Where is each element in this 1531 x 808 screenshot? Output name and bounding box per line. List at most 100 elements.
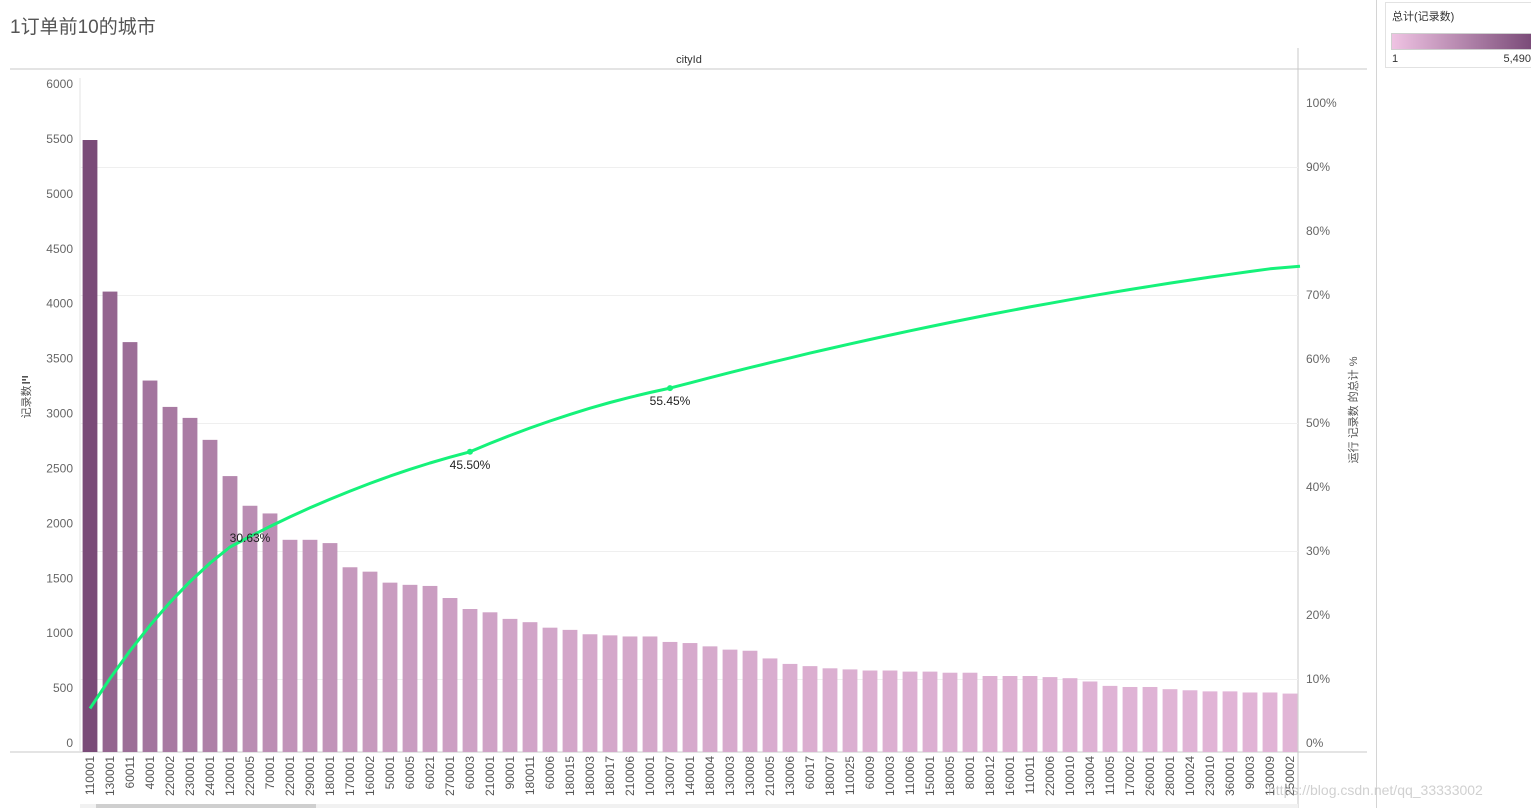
bar-110005[interactable] [1102, 685, 1118, 752]
bar-100010[interactable] [1062, 678, 1078, 752]
x-tick-label: 230001 [183, 756, 197, 796]
column-header-cityid: cityId [676, 54, 702, 66]
bar-60006[interactable] [542, 627, 558, 752]
x-tick-label: 100010 [1063, 756, 1077, 796]
x-tick-label: 180017 [603, 756, 617, 796]
bar-220002[interactable] [162, 406, 178, 752]
x-tick-label: 230010 [1203, 756, 1217, 796]
x-tick-label: 80001 [963, 756, 977, 790]
x-tick-label: 160002 [363, 756, 377, 796]
bar-60021[interactable] [422, 585, 438, 752]
bar-230010[interactable] [1202, 691, 1218, 752]
running-total-marker[interactable] [467, 448, 473, 455]
bar-40001[interactable] [142, 380, 158, 752]
bar-90003[interactable] [1242, 692, 1258, 752]
bar-180003[interactable] [582, 634, 598, 752]
x-tick-label: 220006 [1043, 756, 1057, 796]
bar-130009[interactable] [1262, 692, 1278, 752]
legend-max-label: 5,490 [1503, 53, 1531, 65]
bar-250002[interactable] [1282, 693, 1298, 752]
bar-180007[interactable] [822, 668, 838, 752]
x-tick-label: 210001 [483, 756, 497, 796]
bar-210001[interactable] [482, 612, 498, 752]
running-total-line[interactable] [88, 264, 1301, 710]
bar-140001[interactable] [682, 643, 698, 752]
bar-60009[interactable] [862, 670, 878, 752]
legend-panel: 总计(记录数) 1 5,490 [1376, 0, 1531, 808]
y2-tick-label: 0% [1306, 736, 1324, 750]
bar-210005[interactable] [762, 658, 778, 752]
bar-180011[interactable] [522, 622, 538, 752]
y-axis-left: 0 500 1000 1500 2000 2500 3000 3500 4000 4500 5000… [46, 77, 73, 750]
bar-290001[interactable] [302, 539, 318, 752]
bar-220006[interactable] [1042, 677, 1058, 752]
y-tick-label: 2500 [46, 461, 73, 475]
x-tick-label: 130003 [723, 756, 737, 796]
bar-60005[interactable] [402, 584, 418, 752]
bar-110011[interactable] [1022, 676, 1038, 752]
horizontal-scrollbar-thumb[interactable] [96, 804, 316, 808]
legend-title: 总计(记录数) [1392, 11, 1455, 23]
bar-180001[interactable] [322, 543, 338, 752]
running-total-label: 55.45% [650, 394, 691, 408]
bar-130004[interactable] [1082, 681, 1098, 752]
bar-120001[interactable] [222, 476, 238, 752]
bar-160002[interactable] [362, 571, 378, 752]
bar-160001[interactable] [1002, 676, 1018, 752]
x-tick-label: 120001 [223, 756, 237, 796]
bar-130003[interactable] [722, 649, 738, 752]
y2-tick-label: 90% [1306, 160, 1330, 174]
bar-110001[interactable] [82, 140, 98, 752]
bar-150001[interactable] [922, 671, 938, 752]
y2-tick-label: 20% [1306, 608, 1330, 622]
bar-360001[interactable] [1222, 691, 1238, 752]
bar-180012[interactable] [982, 676, 998, 752]
bar-280001[interactable] [1162, 689, 1178, 752]
x-tick-label: 180003 [583, 756, 597, 796]
bar-100003[interactable] [882, 670, 898, 752]
y-tick-label: 4500 [46, 242, 73, 256]
bar-70001[interactable] [262, 513, 278, 752]
bar-130001[interactable] [102, 291, 118, 752]
bar-170001[interactable] [342, 567, 358, 752]
bar-130006[interactable] [782, 663, 798, 752]
bar-130008[interactable] [742, 650, 758, 752]
bar-60017[interactable] [802, 666, 818, 752]
horizontal-scrollbar-track[interactable] [80, 804, 1298, 808]
bar-260001[interactable] [1142, 686, 1158, 752]
bar-60011[interactable] [122, 342, 138, 752]
bar-80001[interactable] [962, 672, 978, 752]
bar-50001[interactable] [382, 582, 398, 752]
bar-110006[interactable] [902, 671, 918, 752]
y-tick-label: 3500 [46, 352, 73, 366]
bar-220005[interactable] [242, 505, 258, 752]
sort-icon[interactable] [22, 376, 30, 384]
bar-110025[interactable] [842, 669, 858, 752]
x-tick-label: 60011 [123, 756, 137, 789]
bar-180017[interactable] [602, 635, 618, 752]
x-tick-label: 180011 [523, 756, 537, 795]
color-legend[interactable]: 总计(记录数) 1 5,490 [1385, 2, 1531, 68]
running-total-marker[interactable] [667, 385, 673, 392]
x-tick-label: 50001 [383, 756, 397, 790]
bar-90001[interactable] [502, 618, 518, 752]
bar-240001[interactable] [202, 439, 218, 752]
bar-230001[interactable] [182, 417, 198, 752]
bar-130007[interactable] [662, 641, 678, 752]
legend-gradient-bar [1391, 33, 1531, 50]
bar-180015[interactable] [562, 629, 578, 752]
bar-210006[interactable] [622, 636, 638, 752]
x-tick-label: 250002 [1283, 756, 1297, 796]
x-tick-label: 180004 [703, 756, 717, 796]
pareto-chart: 30.63% 45.50% 55.45% 0 500 1000 1500 2000 2500 3… [10, 48, 1367, 808]
bar-100024[interactable] [1182, 690, 1198, 752]
x-tick-label: 270001 [443, 756, 457, 796]
bar-220001[interactable] [282, 539, 298, 752]
bar-100001[interactable] [642, 636, 658, 752]
bar-170002[interactable] [1122, 686, 1138, 752]
x-tick-label: 40001 [143, 756, 157, 790]
bar-60003[interactable] [462, 609, 478, 752]
bar-180005[interactable] [942, 672, 958, 752]
bar-270001[interactable] [442, 598, 458, 752]
bar-180004[interactable] [702, 646, 718, 752]
